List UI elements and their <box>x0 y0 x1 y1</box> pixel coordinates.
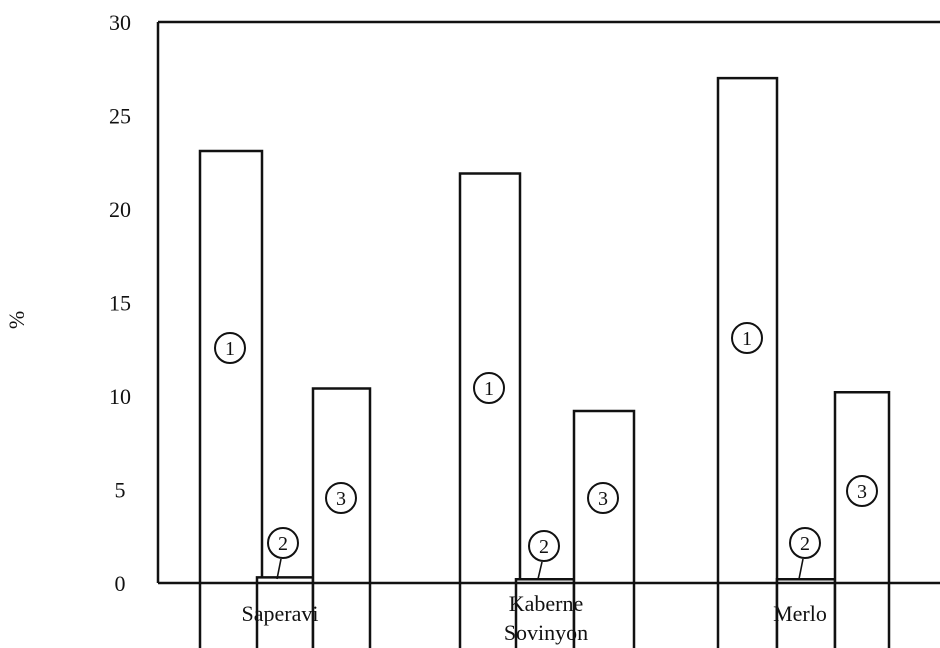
bar-kaberne-sovinyon-3 <box>572 409 636 648</box>
bar-merlo-3 <box>833 391 891 648</box>
y-ticks: 0 5 10 15 20 25 30 <box>109 10 131 596</box>
y-tick-label-20: 20 <box>109 197 131 222</box>
svg-text:1: 1 <box>484 378 494 400</box>
svg-text:1: 1 <box>225 338 235 360</box>
y-tick-label-5: 5 <box>115 478 126 503</box>
y-axis-label: % <box>4 311 29 329</box>
svg-text:3: 3 <box>598 488 608 510</box>
svg-text:1: 1 <box>742 328 752 350</box>
category-label-kaberne-sovinyon-line2: Sovinyon <box>504 620 588 645</box>
svg-text:2: 2 <box>539 536 549 558</box>
marker-leader-line <box>798 558 804 580</box>
series-marker-merlo-3: 3 <box>846 475 878 507</box>
series-marker-saperavi-3: 3 <box>325 482 357 514</box>
category-label-saperavi: Saperavi <box>242 601 319 626</box>
series-marker-merlo-2: 2 <box>789 527 821 580</box>
y-tick-label-15: 15 <box>109 291 131 316</box>
y-tick-label-0: 0 <box>115 571 126 596</box>
bar-saperavi-3 <box>311 387 372 648</box>
series-marker-kaberne-sovinyon-2: 2 <box>528 530 560 580</box>
svg-text:3: 3 <box>336 488 346 510</box>
axes-layer <box>156 20 940 585</box>
category-label-kaberne-sovinyon-line1: Kaberne <box>509 591 584 616</box>
svg-text:2: 2 <box>278 533 288 555</box>
series-marker-saperavi-1: 1 <box>214 332 246 364</box>
marker-leader-line <box>537 561 543 580</box>
y-tick-label-30: 30 <box>109 10 131 35</box>
y-tick-label-25: 25 <box>109 104 131 129</box>
series-marker-saperavi-2: 2 <box>267 527 299 580</box>
bar-kaberne-sovinyon-1 <box>458 172 522 648</box>
bar-saperavi-1 <box>198 149 264 648</box>
bar-merlo-1 <box>716 76 779 648</box>
marker-leader-line <box>276 558 282 580</box>
y-tick-label-10: 10 <box>109 384 131 409</box>
category-label-merlo: Merlo <box>773 601 827 626</box>
series-marker-kaberne-sovinyon-3: 3 <box>587 482 619 514</box>
series-markers: 1 2 3 1 2 3 1 2 3 <box>214 322 878 580</box>
series-marker-kaberne-sovinyon-1: 1 <box>473 372 505 404</box>
category-labels: Saperavi Kaberne Sovinyon Merlo <box>242 591 827 645</box>
svg-text:2: 2 <box>800 533 810 555</box>
svg-text:3: 3 <box>857 481 867 503</box>
series-marker-merlo-1: 1 <box>731 322 763 354</box>
bars-layer <box>198 76 891 648</box>
